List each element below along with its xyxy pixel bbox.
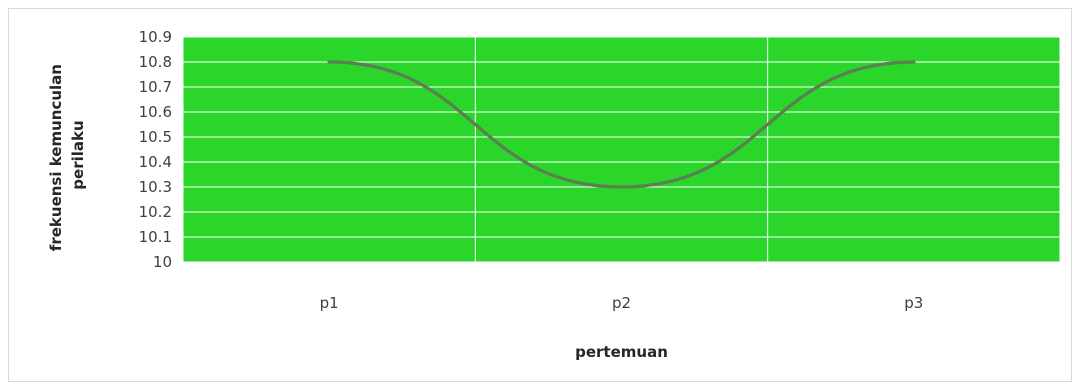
y-tick-label: 10 xyxy=(153,253,172,271)
y-tick-label: 10.1 xyxy=(139,228,172,246)
y-tick-label: 10.4 xyxy=(139,153,172,171)
x-axis-tick-labels: p1 p2 p3 xyxy=(320,294,924,312)
y-tick-label: 10.5 xyxy=(139,128,172,146)
plot-area xyxy=(183,37,1060,262)
y-tick-label: 10.8 xyxy=(139,53,172,71)
series-layer xyxy=(327,60,916,189)
y-axis-title: frekuensi kemunculan perilaku xyxy=(47,59,87,251)
y-tick-label: 10.9 xyxy=(139,28,172,46)
x-axis-title: pertemuan xyxy=(575,343,668,361)
x-tick-label: p1 xyxy=(320,294,339,312)
y-tick-label: 10.7 xyxy=(139,78,172,96)
x-tick-label: p3 xyxy=(904,294,923,312)
y-tick-label: 10.2 xyxy=(139,203,172,221)
y-axis-title-line-2: perilaku xyxy=(69,120,87,189)
y-axis-tick-labels: 10 10.1 10.2 10.3 10.4 10.5 10.6 10.7 10.8 10.9 xyxy=(139,28,172,271)
y-tick-label: 10.6 xyxy=(139,103,172,121)
y-axis-title-line-1: frekuensi kemunculan xyxy=(47,64,65,251)
y-tick-label: 10.3 xyxy=(139,178,172,196)
series-line xyxy=(327,60,916,189)
x-tick-label: p2 xyxy=(612,294,631,312)
